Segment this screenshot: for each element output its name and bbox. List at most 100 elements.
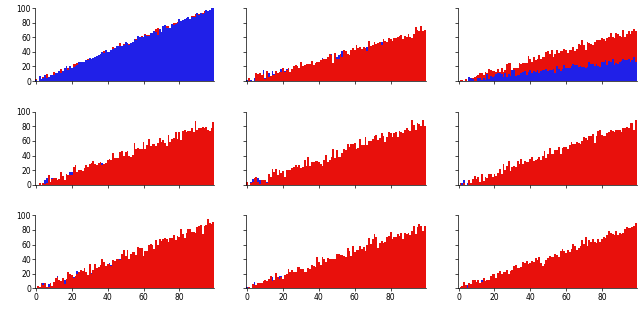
Bar: [71, 68, 73, 81]
Bar: [617, 130, 619, 185]
Bar: [365, 137, 367, 185]
Bar: [62, 71, 64, 81]
Bar: [635, 120, 637, 185]
Bar: [367, 157, 368, 185]
Bar: [596, 136, 597, 185]
Bar: [385, 157, 386, 185]
Bar: [515, 76, 517, 81]
Bar: [526, 63, 527, 81]
Bar: [49, 284, 51, 288]
Bar: [51, 286, 53, 288]
Bar: [325, 59, 327, 81]
Bar: [413, 125, 415, 185]
Bar: [307, 65, 309, 81]
Bar: [619, 164, 621, 185]
Bar: [146, 254, 148, 288]
Bar: [89, 58, 91, 81]
Bar: [408, 130, 410, 185]
Bar: [610, 271, 612, 288]
Bar: [606, 164, 608, 185]
Bar: [614, 271, 615, 288]
Bar: [610, 233, 612, 288]
Bar: [313, 64, 314, 81]
Bar: [269, 77, 271, 81]
Bar: [202, 137, 204, 185]
Bar: [293, 179, 295, 185]
Bar: [125, 42, 127, 81]
Bar: [198, 243, 200, 288]
Bar: [605, 60, 606, 81]
Bar: [570, 249, 572, 288]
Bar: [255, 285, 257, 288]
Bar: [490, 174, 492, 185]
Bar: [262, 281, 264, 288]
Bar: [309, 166, 311, 185]
Bar: [172, 26, 173, 81]
Bar: [515, 285, 517, 288]
Bar: [545, 260, 547, 288]
Bar: [166, 146, 168, 185]
Bar: [269, 76, 271, 81]
Bar: [334, 172, 336, 185]
Bar: [392, 41, 394, 81]
Bar: [538, 55, 540, 81]
Bar: [504, 285, 506, 288]
Bar: [345, 55, 347, 81]
Bar: [553, 154, 554, 185]
Bar: [188, 229, 189, 288]
Bar: [565, 50, 567, 81]
Bar: [123, 44, 125, 81]
Bar: [499, 73, 500, 81]
Bar: [73, 67, 75, 81]
Bar: [287, 274, 289, 288]
Bar: [298, 165, 300, 185]
Bar: [39, 183, 40, 185]
Bar: [615, 231, 617, 288]
Bar: [123, 45, 125, 81]
Bar: [102, 269, 103, 288]
Bar: [493, 182, 495, 185]
Bar: [198, 15, 200, 81]
Bar: [280, 276, 282, 288]
Bar: [287, 170, 289, 185]
Bar: [338, 59, 340, 81]
Bar: [268, 174, 269, 185]
Bar: [286, 281, 287, 288]
Bar: [483, 181, 484, 185]
Bar: [579, 246, 581, 288]
Bar: [112, 260, 114, 288]
Bar: [123, 162, 125, 185]
Bar: [76, 172, 78, 185]
Bar: [271, 281, 273, 288]
Bar: [105, 267, 107, 288]
Bar: [570, 173, 572, 185]
Bar: [381, 155, 383, 185]
Bar: [365, 258, 367, 288]
Bar: [119, 43, 121, 81]
Bar: [468, 283, 470, 288]
Bar: [497, 273, 499, 288]
Bar: [497, 73, 499, 81]
Bar: [82, 62, 84, 81]
Bar: [623, 30, 624, 81]
Bar: [484, 287, 486, 288]
Bar: [94, 263, 96, 288]
Bar: [196, 130, 198, 185]
Bar: [376, 43, 377, 81]
Bar: [155, 32, 157, 81]
Bar: [211, 236, 212, 288]
Bar: [483, 278, 484, 288]
Bar: [583, 274, 585, 288]
Bar: [143, 38, 145, 81]
Bar: [193, 16, 195, 81]
Bar: [520, 159, 522, 185]
Bar: [173, 138, 175, 185]
Bar: [374, 41, 376, 81]
Bar: [55, 278, 57, 288]
Bar: [502, 72, 504, 81]
Bar: [408, 252, 410, 288]
Bar: [395, 250, 397, 288]
Bar: [517, 68, 518, 81]
Bar: [49, 182, 51, 185]
Bar: [71, 175, 73, 185]
